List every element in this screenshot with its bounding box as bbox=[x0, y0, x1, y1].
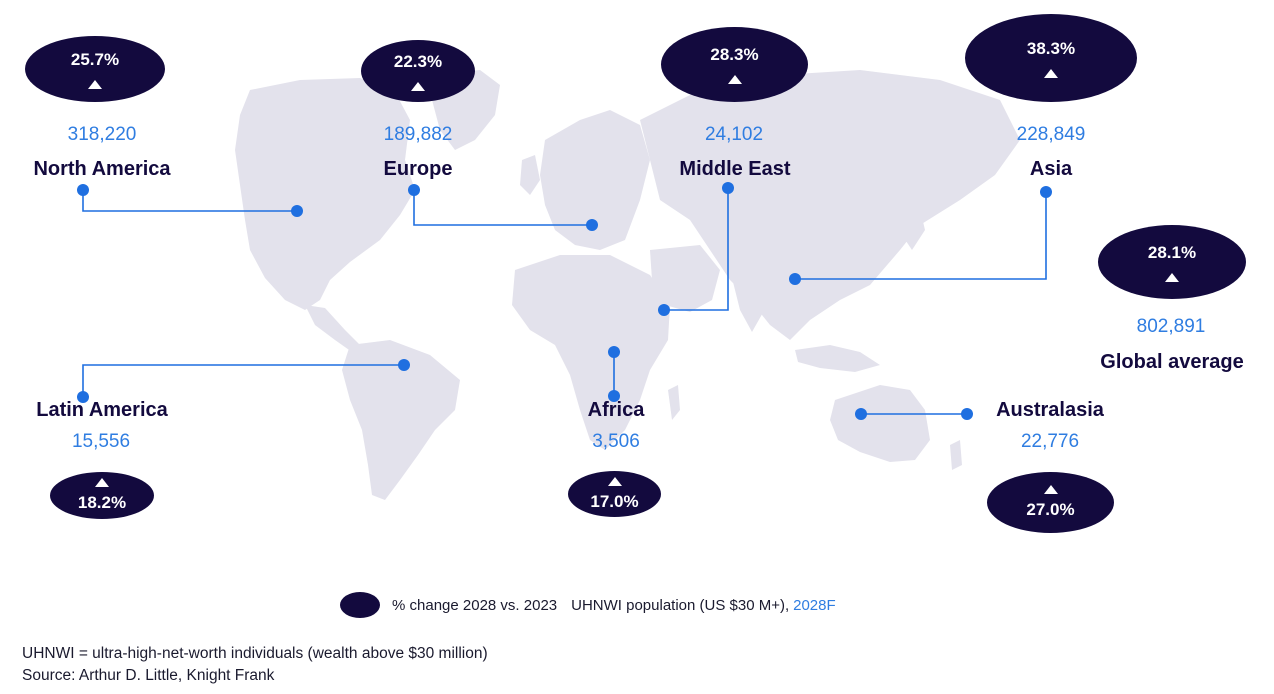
north-america-label: North America bbox=[33, 158, 171, 180]
africa-label-dot bbox=[608, 390, 620, 402]
up-arrow-icon bbox=[1043, 485, 1058, 494]
europe-connector bbox=[413, 190, 592, 226]
latin-america-map-dot bbox=[398, 359, 410, 371]
middle-east-map-dot bbox=[658, 304, 670, 316]
australasia-label: Australasia bbox=[996, 399, 1104, 421]
asia-population: 228,849 bbox=[1016, 124, 1086, 145]
legend-change-label: % change 2028 vs. 2023 bbox=[392, 596, 558, 614]
legend-population-year: 2028F bbox=[793, 596, 836, 614]
asia-label: Asia bbox=[1029, 158, 1073, 180]
up-arrow-icon bbox=[607, 476, 622, 486]
up-arrow-icon bbox=[1165, 272, 1179, 282]
australasia-change-bubble: 27.0% bbox=[987, 472, 1114, 533]
europe-label: Europe bbox=[383, 158, 453, 180]
north-america-label-dot bbox=[77, 184, 89, 196]
legend-bubble-swatch bbox=[340, 592, 380, 618]
legend-population-label: UHNWI population (US $30 M+), bbox=[571, 596, 790, 614]
continents bbox=[235, 70, 1020, 500]
global-change-bubble: 28.1% bbox=[1098, 225, 1246, 299]
latin-america-change: 18.2% bbox=[77, 493, 127, 512]
latin-america-population: 15,556 bbox=[71, 431, 131, 452]
asia-connector bbox=[795, 192, 1047, 280]
source-footnote: Source: Arthur D. Little, Knight Frank bbox=[22, 667, 275, 684]
middle-east-label: Middle East bbox=[679, 158, 791, 180]
legend: % change 2028 vs. 2023 UHNWI population … bbox=[340, 592, 836, 618]
middle-east-population: 24,102 bbox=[704, 124, 764, 145]
africa-population: 3,506 bbox=[592, 431, 640, 452]
asia-change: 38.3% bbox=[1026, 38, 1076, 58]
middle-east-landmass bbox=[650, 245, 720, 312]
middle-east-change: 28.3% bbox=[710, 45, 759, 64]
definition-footnote: UHNWI = ultra-high-net-worth individuals… bbox=[22, 645, 488, 662]
europe-change-bubble: 22.3% bbox=[361, 40, 475, 102]
australasia-population: 22,776 bbox=[1020, 431, 1080, 452]
india-landmass bbox=[730, 268, 770, 332]
australasia-change: 27.0% bbox=[1026, 500, 1075, 519]
japan-landmass bbox=[902, 200, 925, 250]
global-population: 802,891 bbox=[1136, 316, 1206, 337]
north-america-change-bubble: 25.7% bbox=[25, 36, 165, 102]
latin-america-label-dot bbox=[77, 391, 89, 403]
latin-america-label: Latin America bbox=[36, 399, 168, 421]
up-arrow-icon bbox=[95, 478, 109, 487]
north-america-map-dot bbox=[291, 205, 303, 217]
north-america-connector bbox=[82, 190, 297, 212]
europe-label-dot bbox=[408, 184, 420, 196]
australasia-label-dot bbox=[961, 408, 973, 420]
middle-east-change-bubble: 28.3% bbox=[661, 27, 808, 102]
up-arrow-icon bbox=[411, 81, 425, 91]
europe-population: 189,882 bbox=[383, 124, 453, 145]
latin-america-connector bbox=[82, 364, 404, 397]
australasia-map-dot bbox=[855, 408, 867, 420]
connector-dots bbox=[77, 182, 1052, 420]
africa-label: Africa bbox=[587, 399, 645, 421]
australia-landmass bbox=[830, 385, 930, 462]
up-arrow-icon bbox=[727, 75, 742, 84]
latin-america-change-bubble: 18.2% bbox=[50, 472, 154, 519]
asia-change-bubble: 38.3% bbox=[965, 14, 1137, 102]
new-zealand-landmass bbox=[950, 440, 962, 470]
up-arrow-icon bbox=[1044, 68, 1058, 78]
asia-map-dot bbox=[789, 273, 801, 285]
madagascar-landmass bbox=[668, 385, 680, 420]
north-america-change: 25.7% bbox=[70, 49, 120, 69]
europe-change: 22.3% bbox=[393, 51, 443, 71]
middle-east-label-dot bbox=[722, 182, 734, 194]
africa-change: 17.0% bbox=[590, 491, 639, 511]
south-america-landmass bbox=[342, 340, 460, 500]
global-label: Global average bbox=[1100, 351, 1244, 373]
indonesia-landmass bbox=[795, 345, 880, 372]
asia-label-dot bbox=[1040, 186, 1052, 198]
africa-landmass bbox=[512, 255, 670, 450]
up-arrow-icon bbox=[88, 79, 102, 89]
europe-landmass bbox=[540, 110, 650, 250]
africa-change-bubble: 17.0% bbox=[568, 471, 661, 517]
central-america-landmass bbox=[305, 305, 360, 352]
north-america-population: 318,220 bbox=[67, 124, 137, 145]
europe-map-dot bbox=[586, 219, 598, 231]
global-change: 28.1% bbox=[1147, 242, 1197, 262]
africa-map-dot bbox=[608, 346, 620, 358]
uk-landmass bbox=[520, 155, 540, 195]
connector-lines bbox=[82, 188, 1047, 415]
middle-east-connector bbox=[664, 188, 729, 311]
north-america-landmass bbox=[235, 78, 415, 310]
